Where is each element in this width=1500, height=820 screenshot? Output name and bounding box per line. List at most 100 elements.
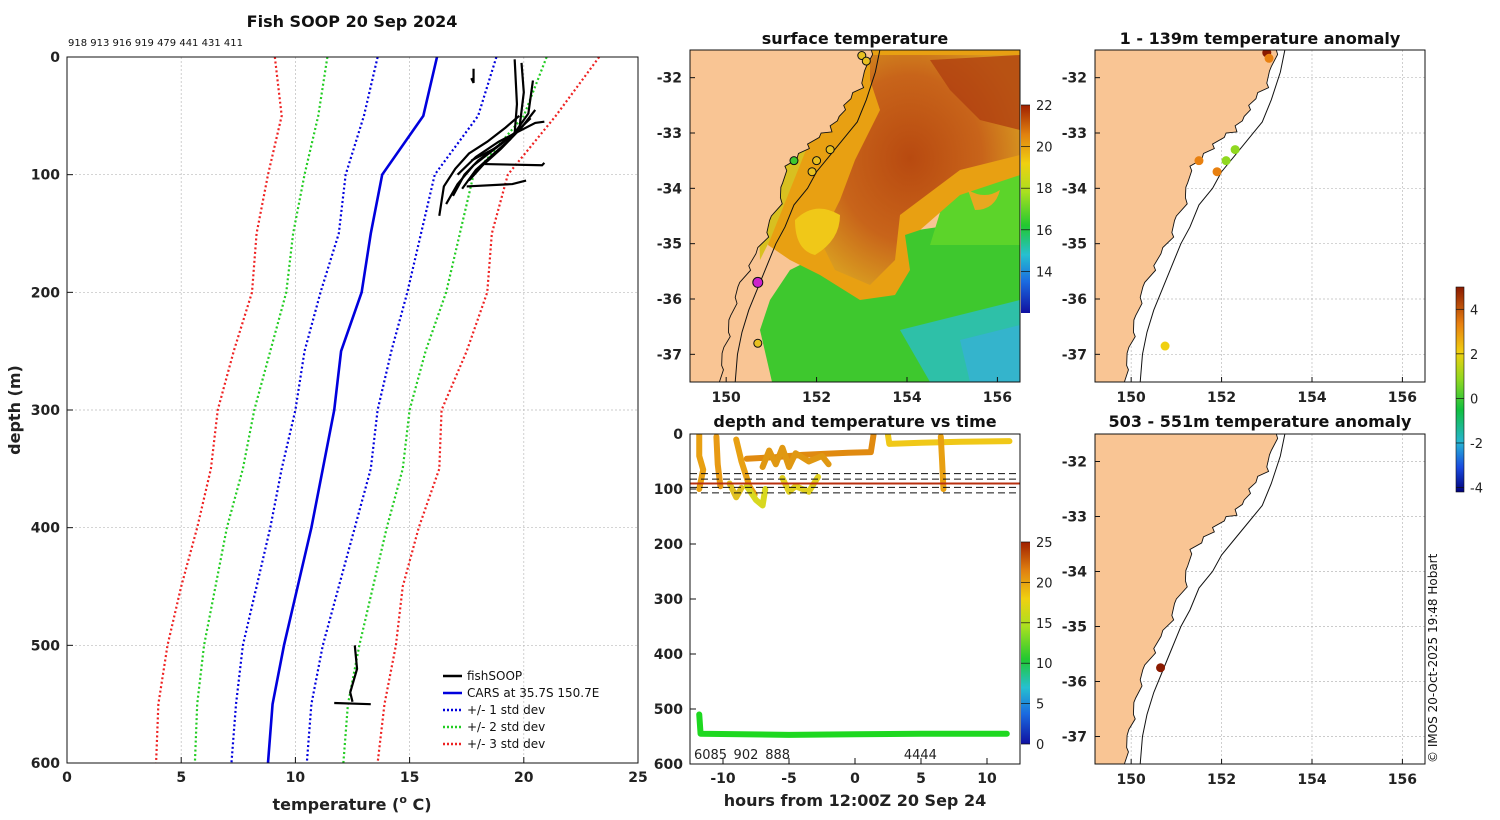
legend-std3: +/- 3 std dev (467, 737, 545, 751)
profile-y-tick-label: 400 (31, 521, 60, 537)
time-depth-traces (696, 434, 1013, 738)
map-y-tick-label: -36 (1062, 292, 1087, 308)
anomaly-shallow-panel: 1 - 139m temperature anomaly 150 152 154 15… (1062, 29, 1426, 406)
legend-std2: +/- 2 std dev (467, 720, 545, 734)
map-y-tick-label: -35 (657, 237, 682, 253)
profile-y-tick-label: 100 (31, 168, 60, 184)
td-trace-1 (713, 434, 724, 490)
map-x-tick-label: 150 (712, 390, 741, 406)
td-colorbar-label: 25 (1036, 536, 1053, 551)
td-colorbar-label: 20 (1036, 576, 1053, 591)
map-y-tick-label: -32 (1062, 455, 1087, 471)
map-y-tick-label: -32 (1062, 71, 1087, 87)
anomaly-shallow-point-2 (1221, 156, 1231, 166)
profile-y-tick-label: 600 (31, 756, 60, 772)
td-colorbar-label: 5 (1036, 698, 1044, 713)
anomaly-shallow-title: 1 - 139m temperature anomaly (1120, 29, 1401, 48)
td-y-tick-label: 100 (654, 482, 683, 498)
map-y-tick-label: -34 (1062, 565, 1088, 581)
td-id-label-3: 4444 (904, 748, 937, 763)
map-x-tick-label: 156 (983, 390, 1012, 406)
anomaly-colorbar-label: -4 (1470, 482, 1483, 497)
profile-y-tick-label: 0 (50, 50, 60, 66)
legend-cars: CARS at 35.7S 150.7E (467, 686, 599, 700)
profile-fishsoop-trace-8 (456, 120, 545, 176)
td-trace-5 (726, 480, 745, 501)
anomaly-shallow-map (1095, 50, 1425, 382)
map-y-tick-label: -32 (657, 71, 682, 87)
sst-track-point-0 (789, 156, 799, 166)
map-y-tick-label: -33 (657, 126, 682, 142)
sst-hot-north (930, 55, 1020, 130)
map-y-tick-label: -37 (657, 347, 682, 363)
anomaly-deep-point-0 (1156, 663, 1166, 673)
td-x-tick-label: -5 (781, 771, 797, 787)
sst-shelf-contour (734, 50, 881, 382)
profile-fishsoop-trace-10 (349, 645, 359, 703)
anomaly-colorbar (1455, 286, 1465, 493)
sst-colorbar-ticks: 14 16 18 20 22 (1021, 99, 1053, 280)
anomaly-colorbar-label: 2 (1470, 348, 1478, 363)
sst-eddy (968, 190, 1000, 210)
td-y-tick-label: 500 (654, 702, 683, 718)
profile-xlabel: temperature (o C) (272, 793, 431, 814)
credit-text: © IMOS 20-Oct-2025 19:48 Hobart (1426, 553, 1440, 763)
anomaly-colorbar-label: 4 (1470, 303, 1478, 318)
anomaly-deep-panel: 503 - 551m temperature anomaly 150 152 154… (1062, 412, 1426, 789)
map-x-tick-label: 156 (1388, 390, 1417, 406)
profile-fishsoop-traces (334, 59, 546, 706)
profile-series (154, 56, 601, 764)
sst-warm-core (820, 55, 1020, 285)
td-trace-7 (779, 473, 822, 495)
map-x-tick-label: 154 (1297, 390, 1326, 406)
anomaly-shallow-coastline (1095, 50, 1279, 382)
sst-map-ticks: 150 152 154 156 -32 -33 -34 -35 -36 -37 (657, 71, 1012, 406)
map-y-tick-label: -33 (1062, 510, 1087, 526)
td-trace-4 (759, 444, 832, 470)
anomaly-shallow-frame (1094, 49, 1426, 383)
sst-colorbar (1021, 105, 1030, 313)
sst-map-title: surface temperature (762, 29, 949, 48)
anomaly-shallow-point-3 (1230, 145, 1240, 155)
sst-coastal-warm (795, 208, 840, 255)
map-y-tick-label: -34 (1062, 181, 1088, 197)
map-x-tick-label: 150 (1117, 390, 1146, 406)
map-y-tick-label: -36 (1062, 675, 1087, 691)
profile-fishsoop-trace-5 (466, 179, 527, 188)
anomaly-deep-points (1156, 663, 1166, 673)
profile-y-ticks: 0 100 200 300 400 500 600 (31, 50, 73, 772)
anomaly-shallow-point-0 (1194, 156, 1204, 166)
anomaly-colorbar-ticks: -4 -2 0 2 4 (1456, 303, 1483, 497)
sst-cold-patch (960, 325, 1020, 382)
profile-y-tick-label: 500 (31, 638, 60, 654)
sst-track-point-6 (753, 338, 763, 348)
td-trace-0 (696, 434, 707, 492)
profile-grid (67, 57, 638, 763)
td-x-tick-label: -10 (710, 771, 736, 787)
anomaly-shallow-point-6 (1160, 341, 1170, 351)
profile-x-tick-label: 10 (286, 770, 306, 786)
map-x-tick-label: 156 (1388, 772, 1417, 788)
profile-x-tick-label: 20 (514, 770, 534, 786)
anomaly-shallow-points (1160, 50, 1274, 351)
map-y-tick-label: -33 (1062, 126, 1087, 142)
profile-fishsoop-trace-4 (468, 62, 525, 182)
anomaly-deep-ticks: 150 152 154 156 -32 -33 -34 -35 -36 -37 (1062, 455, 1417, 789)
time-depth-reference-lines (690, 473, 1020, 494)
time-depth-title: depth and temperature vs time (713, 412, 996, 431)
time-depth-colorbar-ticks: 0 5 10 15 20 25 (1021, 536, 1053, 753)
time-depth-plot (690, 434, 1020, 738)
profile-series-line-5 (376, 56, 601, 764)
td-colorbar-label: 15 (1036, 617, 1053, 632)
td-x-tick-label: 10 (977, 771, 997, 787)
anomaly-deep-title: 503 - 551m temperature anomaly (1109, 412, 1412, 431)
time-depth-xlabel: hours from 12:00Z 20 Sep 24 (724, 791, 986, 810)
sst-map-frame (689, 49, 1021, 383)
td-y-tick-label: 200 (654, 537, 683, 553)
sst-track-point-3 (825, 145, 835, 155)
profile-fishsoop-trace-9 (470, 68, 475, 84)
legend-std1: +/- 1 std dev (467, 703, 545, 717)
profile-series-line-0 (266, 56, 439, 764)
